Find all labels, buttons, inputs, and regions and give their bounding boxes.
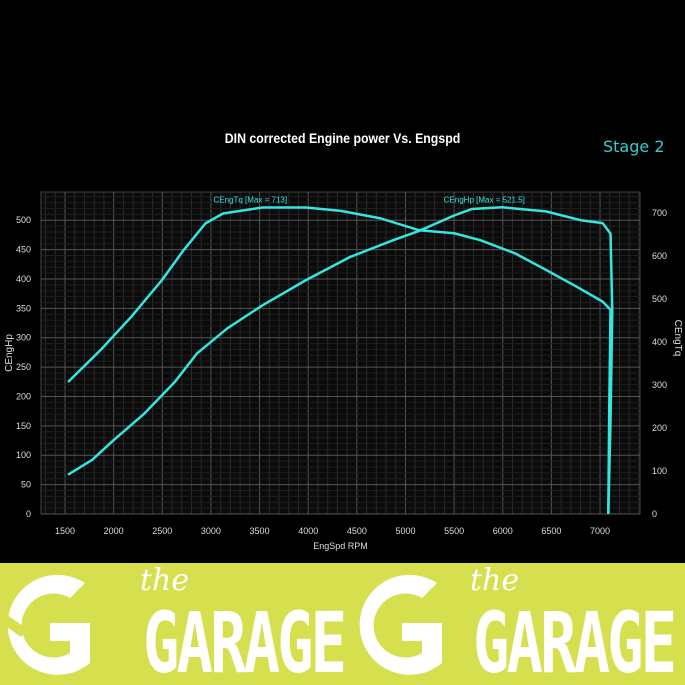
logo-small-text: the [470, 563, 520, 598]
garage-logo: the GARAGE [0, 563, 347, 685]
chart-title: DIN corrected Engine power Vs. Engspd [224, 130, 461, 146]
y-right-tick-label: 300 [652, 380, 667, 390]
x-tick-label: 6500 [541, 526, 561, 536]
logo-big-text: GARAGE [473, 594, 677, 685]
y-tick-label: 450 [16, 245, 31, 255]
y-right-axis-label: CEngTq [672, 320, 683, 357]
y-axis-label: CEngHp [4, 334, 15, 372]
y-tick-label: 350 [16, 303, 31, 313]
logo-small-text: the [140, 563, 190, 598]
logo-big-text: GARAGE [143, 594, 347, 685]
y-tick-label: 100 [16, 450, 31, 460]
y-tick-label: 500 [16, 215, 31, 225]
y-right-tick-label: 100 [652, 466, 667, 476]
x-axis-label: EngSpd RPM [313, 541, 368, 551]
garage-logo: the GARAGE [342, 563, 684, 685]
g-wrench-icon [359, 574, 442, 675]
x-tick-label: 6000 [493, 526, 513, 536]
x-tick-label: 3500 [250, 526, 270, 536]
y-tick-label: 250 [16, 362, 31, 372]
y-right-tick-label: 0 [652, 509, 657, 519]
x-tick-label: 4500 [347, 526, 367, 536]
x-tick-label: 5500 [444, 526, 464, 536]
y-right-tick-label: 200 [652, 423, 667, 433]
series-max-label: CEngHp [Max = 521.5] [444, 195, 525, 204]
series-line-CEngHp [67, 206, 614, 515]
y-tick-label: 300 [16, 333, 31, 343]
y-right-tick-label: 700 [652, 208, 667, 218]
y-tick-label: 400 [16, 274, 31, 284]
x-tick-label: 5000 [395, 526, 415, 536]
series-max-label: CEngTq [Max = 713] [213, 195, 287, 204]
y-tick-label: 200 [16, 391, 31, 401]
stage-label: Stage 2 [603, 137, 665, 156]
y-tick-label: 0 [26, 509, 31, 519]
series-line-CEngTq [67, 206, 612, 515]
plot-area [40, 191, 641, 515]
x-tick-label: 2500 [152, 526, 172, 536]
garage-banner: the GARAGE the GARAGE [0, 563, 685, 685]
x-tick-label: 4000 [298, 526, 318, 536]
y-right-tick-label: 400 [652, 337, 667, 347]
x-tick-label: 1500 [55, 526, 75, 536]
y-right-tick-label: 500 [652, 294, 667, 304]
dyno-chart: 1500 2000 2500 3000 3500 4000 4500 5000 5500 6000… [4, 191, 683, 551]
y-tick-label: 50 [21, 480, 31, 490]
y-tick-label: 150 [16, 421, 31, 431]
x-tick-label: 3000 [201, 526, 221, 536]
x-tick-label: 7000 [590, 526, 610, 536]
g-wrench-icon [0, 574, 91, 675]
y-right-tick-label: 600 [652, 251, 667, 261]
x-tick-label: 2000 [104, 526, 124, 536]
